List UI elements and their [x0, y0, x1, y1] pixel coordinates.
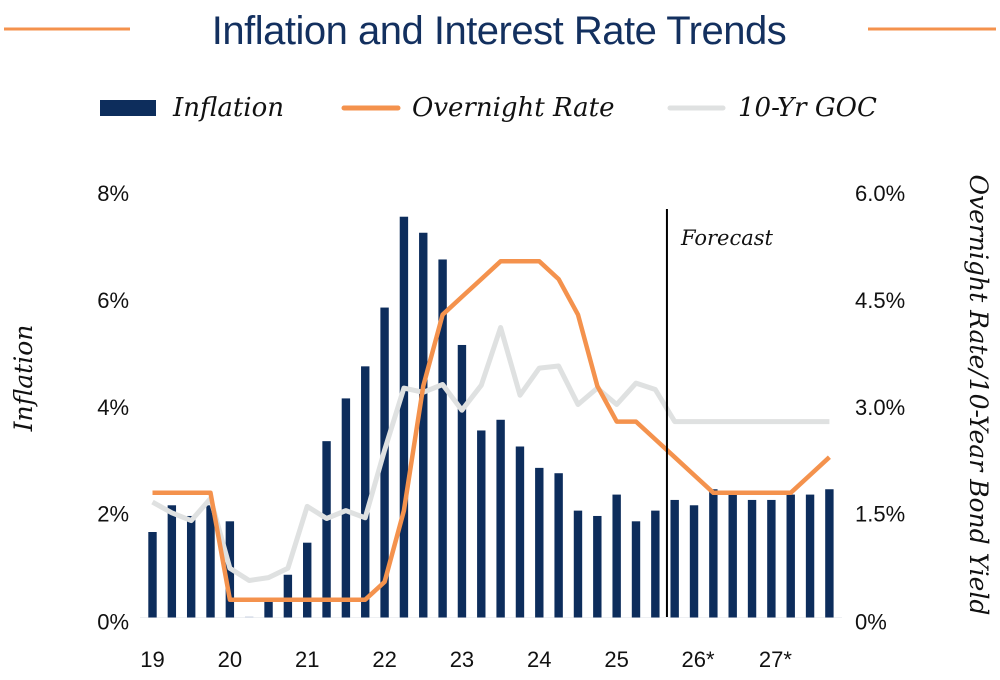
y-tick-right-label: 6.0% — [855, 181, 905, 206]
inflation-bar — [264, 601, 273, 618]
inflation-bar — [767, 499, 776, 618]
x-tick-label: 22 — [372, 647, 396, 672]
x-tick-label: 24 — [527, 647, 551, 672]
y-tick-right-label: 0% — [855, 610, 887, 635]
forecast-label: Forecast — [680, 226, 774, 250]
inflation-bar — [670, 499, 679, 618]
legend-label-inflation: Inflation — [172, 93, 284, 123]
inflation-bar — [786, 494, 795, 618]
rate-lines — [151, 259, 831, 602]
inflation-bar — [651, 510, 660, 618]
inflation-bar — [399, 216, 409, 618]
y-tick-left-label: 2% — [97, 502, 129, 527]
inflation-bar — [709, 489, 718, 618]
inflation-bar — [283, 574, 293, 618]
legend-label-10yr-goc: 10-Yr GOC — [738, 93, 877, 123]
inflation-bar — [206, 505, 215, 618]
y-axis-right-ticks: 0% 1.5% 3.0% 4.5% 6.0% — [855, 181, 905, 635]
inflation-bar — [593, 515, 602, 618]
x-tick-label: 25 — [604, 647, 628, 672]
inflation-bar — [825, 489, 834, 618]
inflation-bar — [631, 521, 641, 618]
inflation-bar — [380, 307, 389, 618]
y-tick-right-label: 4.5% — [855, 288, 905, 313]
legend-swatch-inflation — [100, 100, 156, 116]
y-tick-right-label: 1.5% — [855, 502, 905, 527]
inflation-bar — [805, 494, 815, 618]
inflation-bar — [303, 542, 312, 618]
x-tick-label: 20 — [218, 647, 242, 672]
inflation-bar — [148, 532, 157, 618]
x-tick-label: 26* — [681, 647, 714, 672]
x-tick-label: 19 — [140, 647, 164, 672]
inflation-bar — [419, 232, 428, 618]
inflation-bar — [554, 473, 563, 618]
inflation-bar — [361, 366, 370, 618]
y-tick-right-label: 3.0% — [855, 395, 905, 420]
legend-label-overnight-rate: Overnight Rate — [412, 93, 615, 123]
inflation-bar — [728, 494, 737, 618]
chart-title: Inflation and Interest Rate Trends — [212, 9, 786, 53]
inflation-bar — [535, 467, 544, 618]
x-tick-label: 23 — [450, 647, 474, 672]
inflation-bars — [148, 216, 834, 618]
inflation-bar — [245, 616, 254, 618]
y-axis-left-title: Inflation — [9, 325, 38, 433]
inflation-bar — [457, 344, 467, 618]
inflation-bar — [515, 446, 525, 618]
y-tick-left-label: 4% — [97, 395, 129, 420]
inflation-bar — [341, 398, 351, 618]
y-tick-left-label: 8% — [97, 181, 129, 206]
y-axis-left-ticks: 0% 2% 4% 6% 8% — [97, 181, 129, 635]
inflation-bar — [322, 441, 331, 618]
legend-item-inflation: Inflation — [100, 93, 284, 123]
inflation-bar — [747, 499, 757, 618]
inflation-bar — [167, 505, 177, 618]
y-tick-left-label: 0% — [97, 610, 129, 635]
inflation-bar — [496, 419, 505, 618]
x-axis-ticks: 19 20 21 22 23 24 25 26* 27* — [140, 647, 792, 672]
overnight-rate-line — [152, 259, 831, 602]
x-tick-label: 21 — [295, 647, 319, 672]
y-axis-right-title: Overnight Rate/10-Year Bond Yield — [964, 175, 993, 616]
inflation-bar — [573, 510, 583, 618]
inflation-bar — [612, 494, 621, 618]
y-tick-left-label: 6% — [97, 288, 129, 313]
legend: Inflation Overnight Rate 10-Yr GOC — [100, 93, 877, 123]
inflation-bar — [477, 430, 486, 618]
inflation-bar — [186, 515, 196, 618]
10yr-goc-line — [151, 325, 830, 583]
inflation-bar — [438, 259, 447, 618]
x-tick-label: 27* — [759, 647, 792, 672]
legend-item-overnight-rate: Overnight Rate — [341, 93, 615, 123]
legend-item-10yr-goc: 10-Yr GOC — [667, 93, 877, 123]
inflation-bar — [689, 505, 699, 618]
